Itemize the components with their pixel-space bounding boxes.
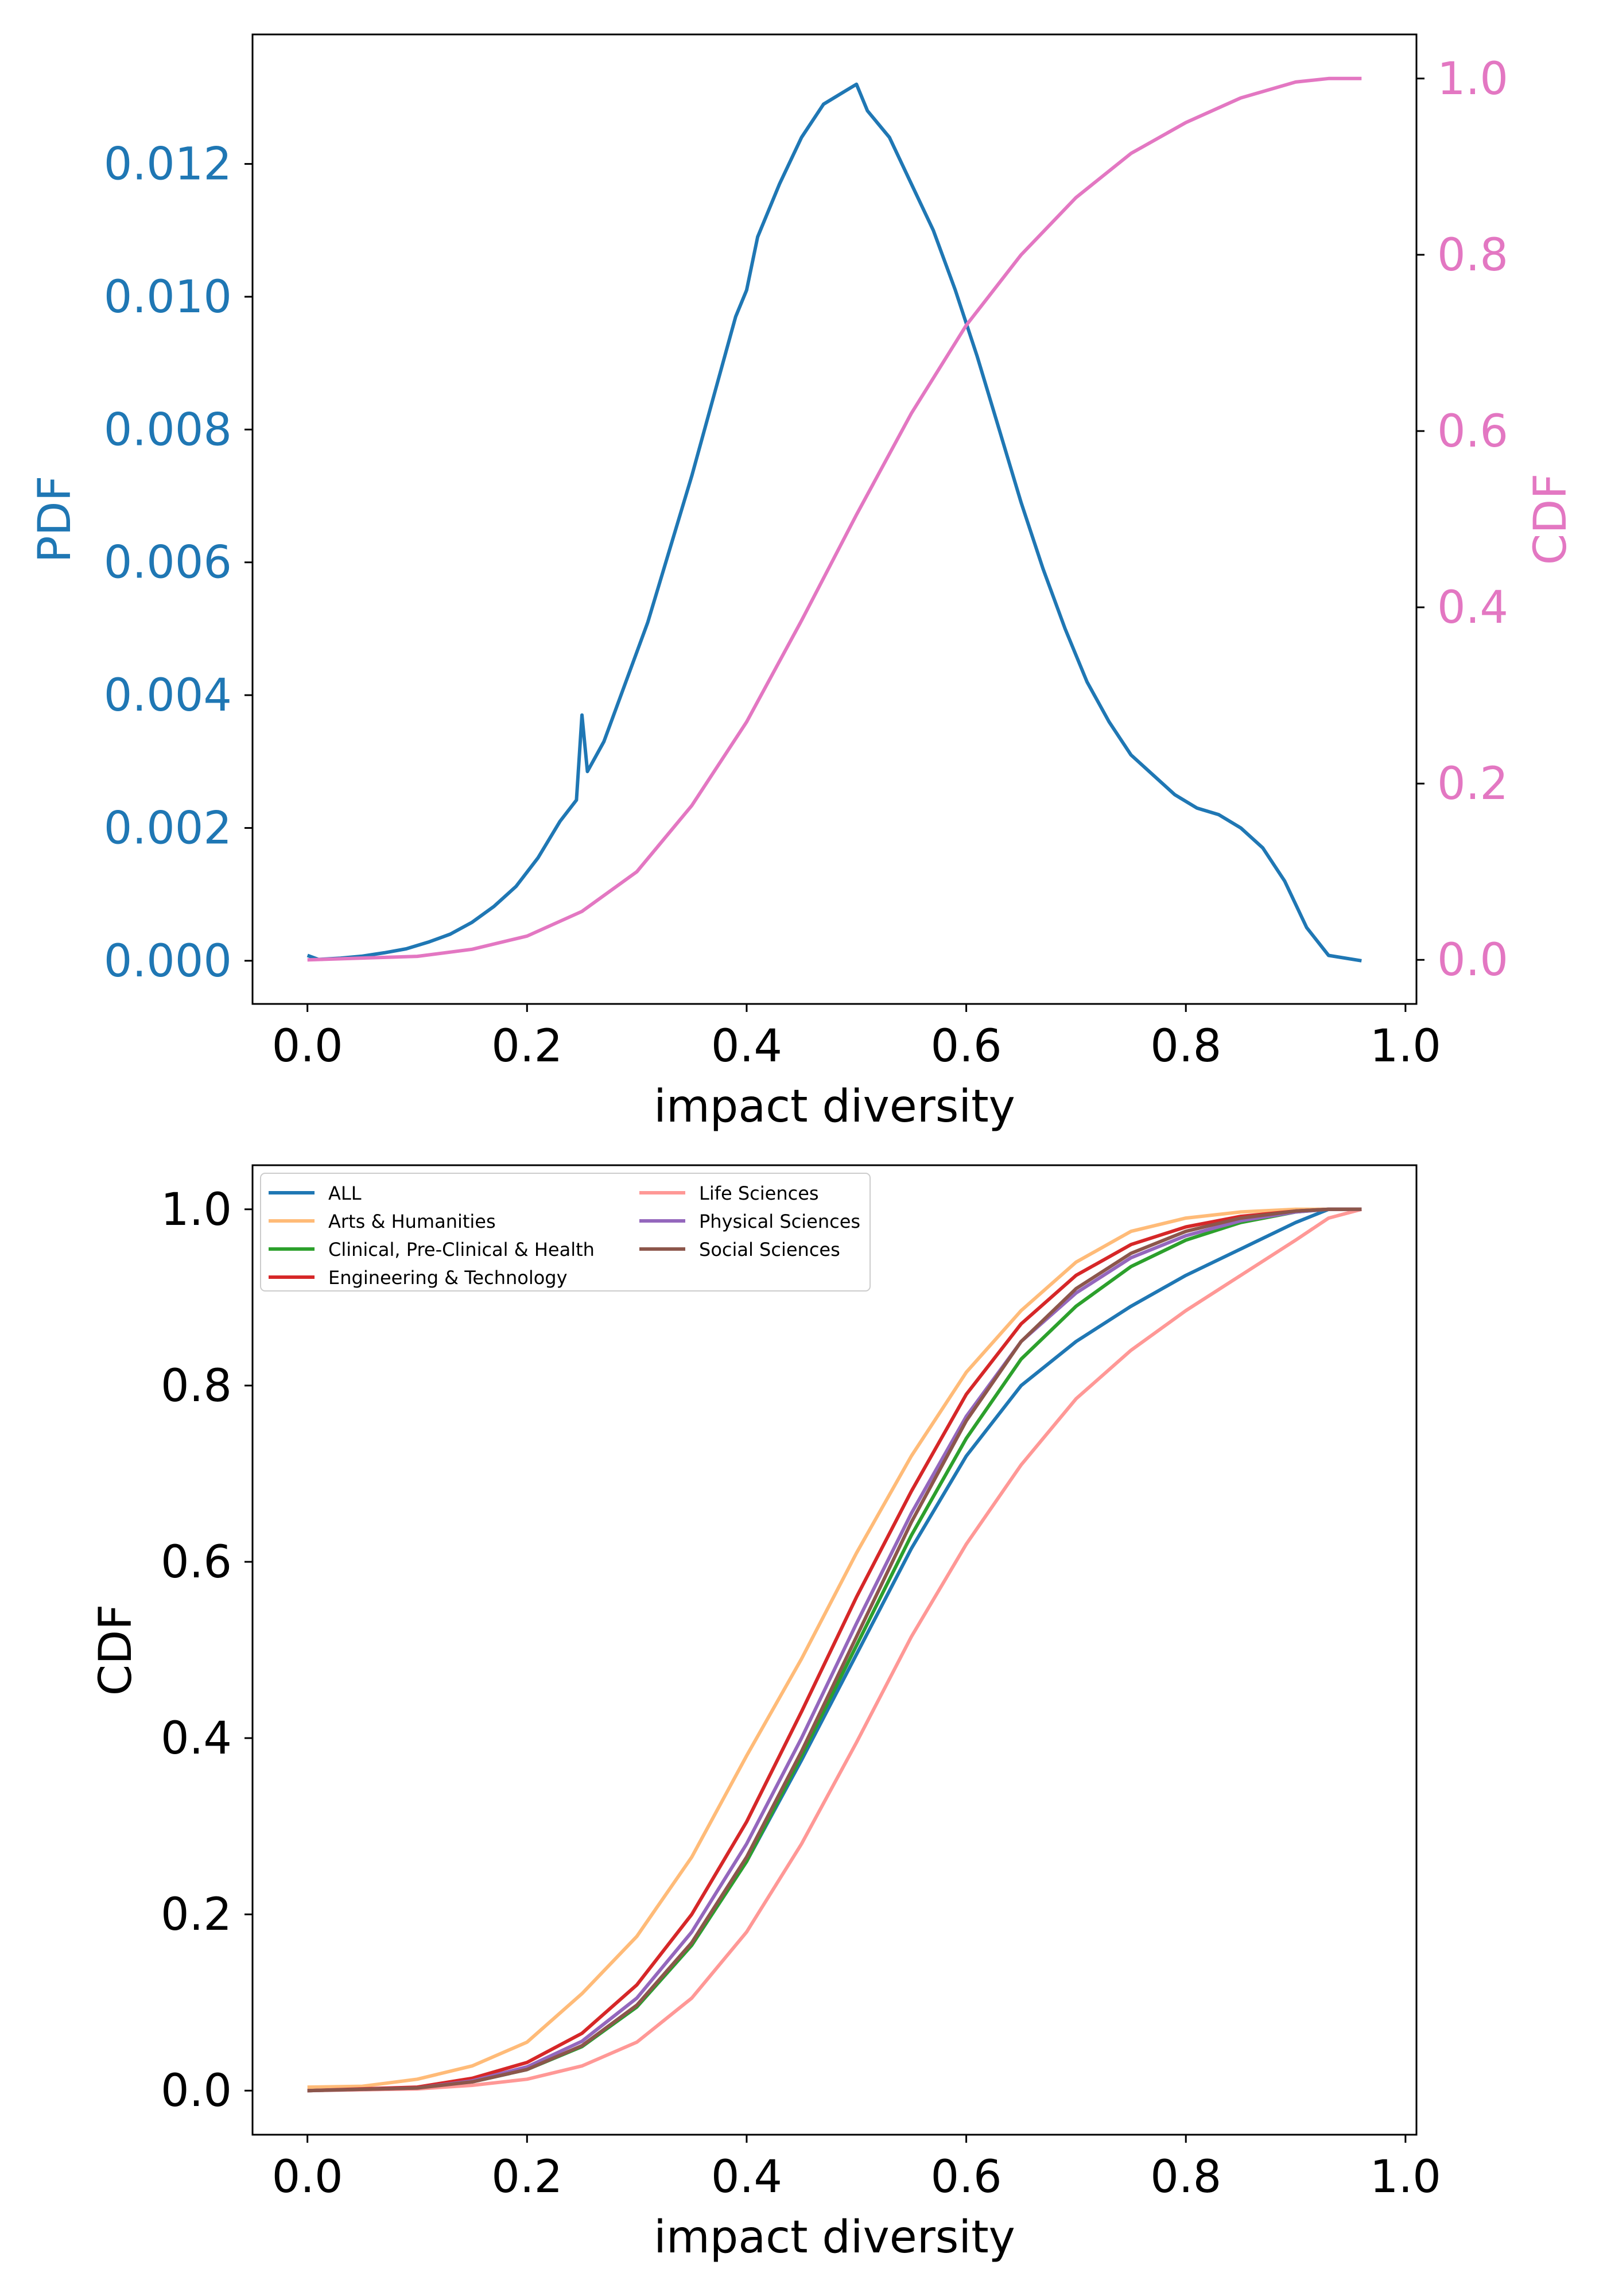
cdf-y-tick-label: 0.6 — [1437, 406, 1508, 457]
cdf-line-arts-humanities — [307, 1207, 1362, 2089]
legend-item: ALL — [269, 1182, 362, 1204]
field-cdf-x-axis-label: impact diversity — [654, 2212, 1015, 2263]
pdf-y-tick-label: 0.010 — [104, 272, 232, 323]
cdf-y-tick-label: 0.0 — [1437, 934, 1508, 986]
legend: ALL Arts & Humanities Clinical, Pre-Clinic… — [260, 1173, 871, 1292]
pdf-y-tick-label: 0.008 — [104, 404, 232, 456]
cdf-line-social-sciences — [307, 1207, 1362, 2093]
pdf-y-tick-label: 0.012 — [104, 139, 232, 191]
legend-label: Social Sciences — [699, 1239, 840, 1261]
field-cdf-x-ticks: 0.0 0.2 0.4 0.6 0.8 1.0 — [272, 2135, 1441, 2203]
field-cdf-y-ticks: 0.0 0.2 0.4 0.6 0.8 1.0 — [161, 1184, 253, 2117]
legend-label: Engineering & Technology — [328, 1267, 568, 1289]
x-tick-label: 0.2 — [491, 2151, 562, 2203]
legend-item: Life Sciences — [639, 1182, 819, 1204]
x-tick-label: 0.2 — [491, 1021, 562, 1072]
cdf-line-life-sciences — [307, 1207, 1363, 2093]
legend-item: Arts & Humanities — [269, 1211, 496, 1232]
legend-item: Engineering & Technology — [269, 1267, 568, 1289]
pdf-y-tick-label: 0.006 — [104, 537, 232, 589]
pdf-line — [306, 82, 1362, 963]
cdf-y-tick-label: 1.0 — [1437, 53, 1508, 105]
pdf-cdf-x-ticks: 0.0 0.2 0.4 0.6 0.8 1.0 — [272, 1004, 1441, 1072]
x-tick-label: 0.6 — [931, 2151, 1002, 2203]
cdf-line — [307, 76, 1362, 962]
x-tick-label: 0.0 — [272, 1021, 343, 1072]
pdf-y-ticks: 0.000 0.002 0.004 0.006 0.008 0.010 0.012 — [104, 139, 253, 987]
pdf-y-axis-label: PDF — [29, 476, 81, 563]
legend-label: Life Sciences — [699, 1182, 819, 1204]
pdf-y-tick-label: 0.004 — [104, 670, 232, 722]
x-tick-label: 0.6 — [931, 1021, 1002, 1072]
pdf-cdf-series — [306, 76, 1362, 963]
legend-label: ALL — [328, 1182, 362, 1204]
y-tick-label: 1.0 — [161, 1184, 232, 1236]
x-tick-label: 0.4 — [711, 1021, 782, 1072]
cdf-line-engineering-technology — [307, 1207, 1362, 2093]
x-tick-label: 0.4 — [711, 2151, 782, 2203]
y-tick-label: 0.6 — [161, 1537, 232, 1588]
cdf-y-axis-label: CDF — [1525, 474, 1577, 565]
pdf-y-tick-label: 0.000 — [104, 936, 232, 987]
y-tick-label: 0.0 — [161, 2065, 232, 2117]
x-tick-label: 0.8 — [1150, 1021, 1221, 1072]
cdf-y-tick-label: 0.4 — [1437, 582, 1508, 634]
field-cdf-y-axis-label: CDF — [90, 1604, 142, 1696]
y-tick-label: 0.8 — [161, 1360, 232, 1412]
legend-label: Arts & Humanities — [328, 1211, 496, 1232]
x-tick-label: 0.8 — [1150, 2151, 1221, 2203]
pdf-cdf-plot-frame — [251, 33, 1418, 1005]
legend-label: Physical Sciences — [699, 1211, 860, 1232]
legend-label: Clinical, Pre-Clinical & Health — [328, 1239, 595, 1261]
legend-item: Physical Sciences — [639, 1211, 860, 1232]
legend-item: Clinical, Pre-Clinical & Health — [269, 1239, 595, 1261]
x-tick-label: 0.0 — [272, 2151, 343, 2203]
cdf-y-tick-label: 0.8 — [1437, 230, 1508, 281]
legend-frame — [260, 1173, 871, 1292]
y-tick-label: 0.2 — [161, 1889, 232, 1941]
x-tick-label: 1.0 — [1370, 2151, 1441, 2203]
field-cdf-plot-frame — [251, 1164, 1418, 2136]
y-tick-label: 0.4 — [161, 1713, 232, 1764]
pdf-cdf-panel: 0.0 0.2 0.4 0.6 0.8 1.0 0.0000.0020.0040.0060… — [29, 33, 1577, 1133]
cdf-y-ticks: 0.0 0.2 0.4 0.6 0.8 1.0 — [1416, 53, 1508, 986]
x-tick-label: 1.0 — [1370, 1021, 1441, 1072]
cdf-line-physical-sciences — [307, 1207, 1362, 2093]
legend-item: Social Sciences — [639, 1239, 840, 1261]
field-cdf-panel: 0.0 0.2 0.4 0.6 0.8 1.0 0.0 0.2 0.4 0.6 0.8 1.0 im… — [90, 1164, 1441, 2263]
pdf-y-tick-label: 0.002 — [104, 802, 232, 854]
pdf-cdf-x-axis-label: impact diversity — [654, 1081, 1015, 1133]
field-cdf-series — [307, 1207, 1363, 2093]
cdf-y-tick-label: 0.2 — [1437, 758, 1508, 810]
